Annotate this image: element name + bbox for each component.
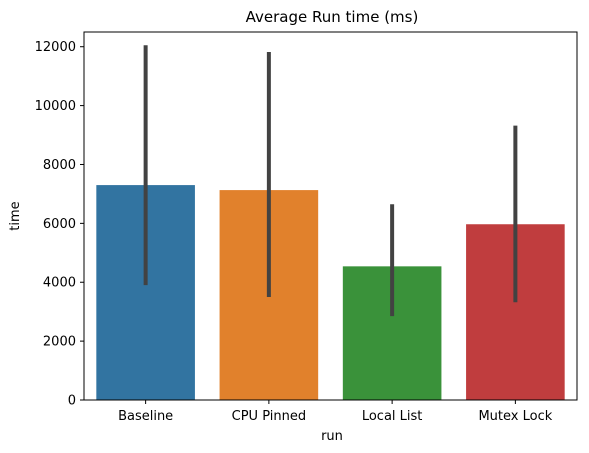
y-tick-label: 6000 <box>43 217 76 232</box>
x-axis-ticks: Baseline CPU Pinned Local List Mutex Lock <box>118 400 553 424</box>
x-tick-label: Baseline <box>118 409 173 424</box>
x-tick-label: Local List <box>362 409 423 424</box>
x-tick-label: CPU Pinned <box>232 409 306 424</box>
y-tick-label: 10000 <box>35 99 76 114</box>
bars-layer <box>96 185 565 400</box>
x-tick-label: Mutex Lock <box>478 409 552 424</box>
y-tick-label: 8000 <box>43 158 76 173</box>
plot-frame <box>83 31 578 401</box>
y-tick-label: 12000 <box>35 40 76 55</box>
y-tick-label: 2000 <box>43 335 76 350</box>
y-tick-label: 0 <box>68 394 76 409</box>
y-axis-label: time <box>8 201 23 230</box>
error-bars-layer <box>143 45 518 317</box>
x-axis-label: run <box>321 429 343 444</box>
chart-title: Average Run time (ms) <box>246 8 419 26</box>
y-axis-ticks: 0 2000 4000 6000 8000 10000 12000 <box>35 40 84 409</box>
y-tick-label: 4000 <box>43 276 76 291</box>
